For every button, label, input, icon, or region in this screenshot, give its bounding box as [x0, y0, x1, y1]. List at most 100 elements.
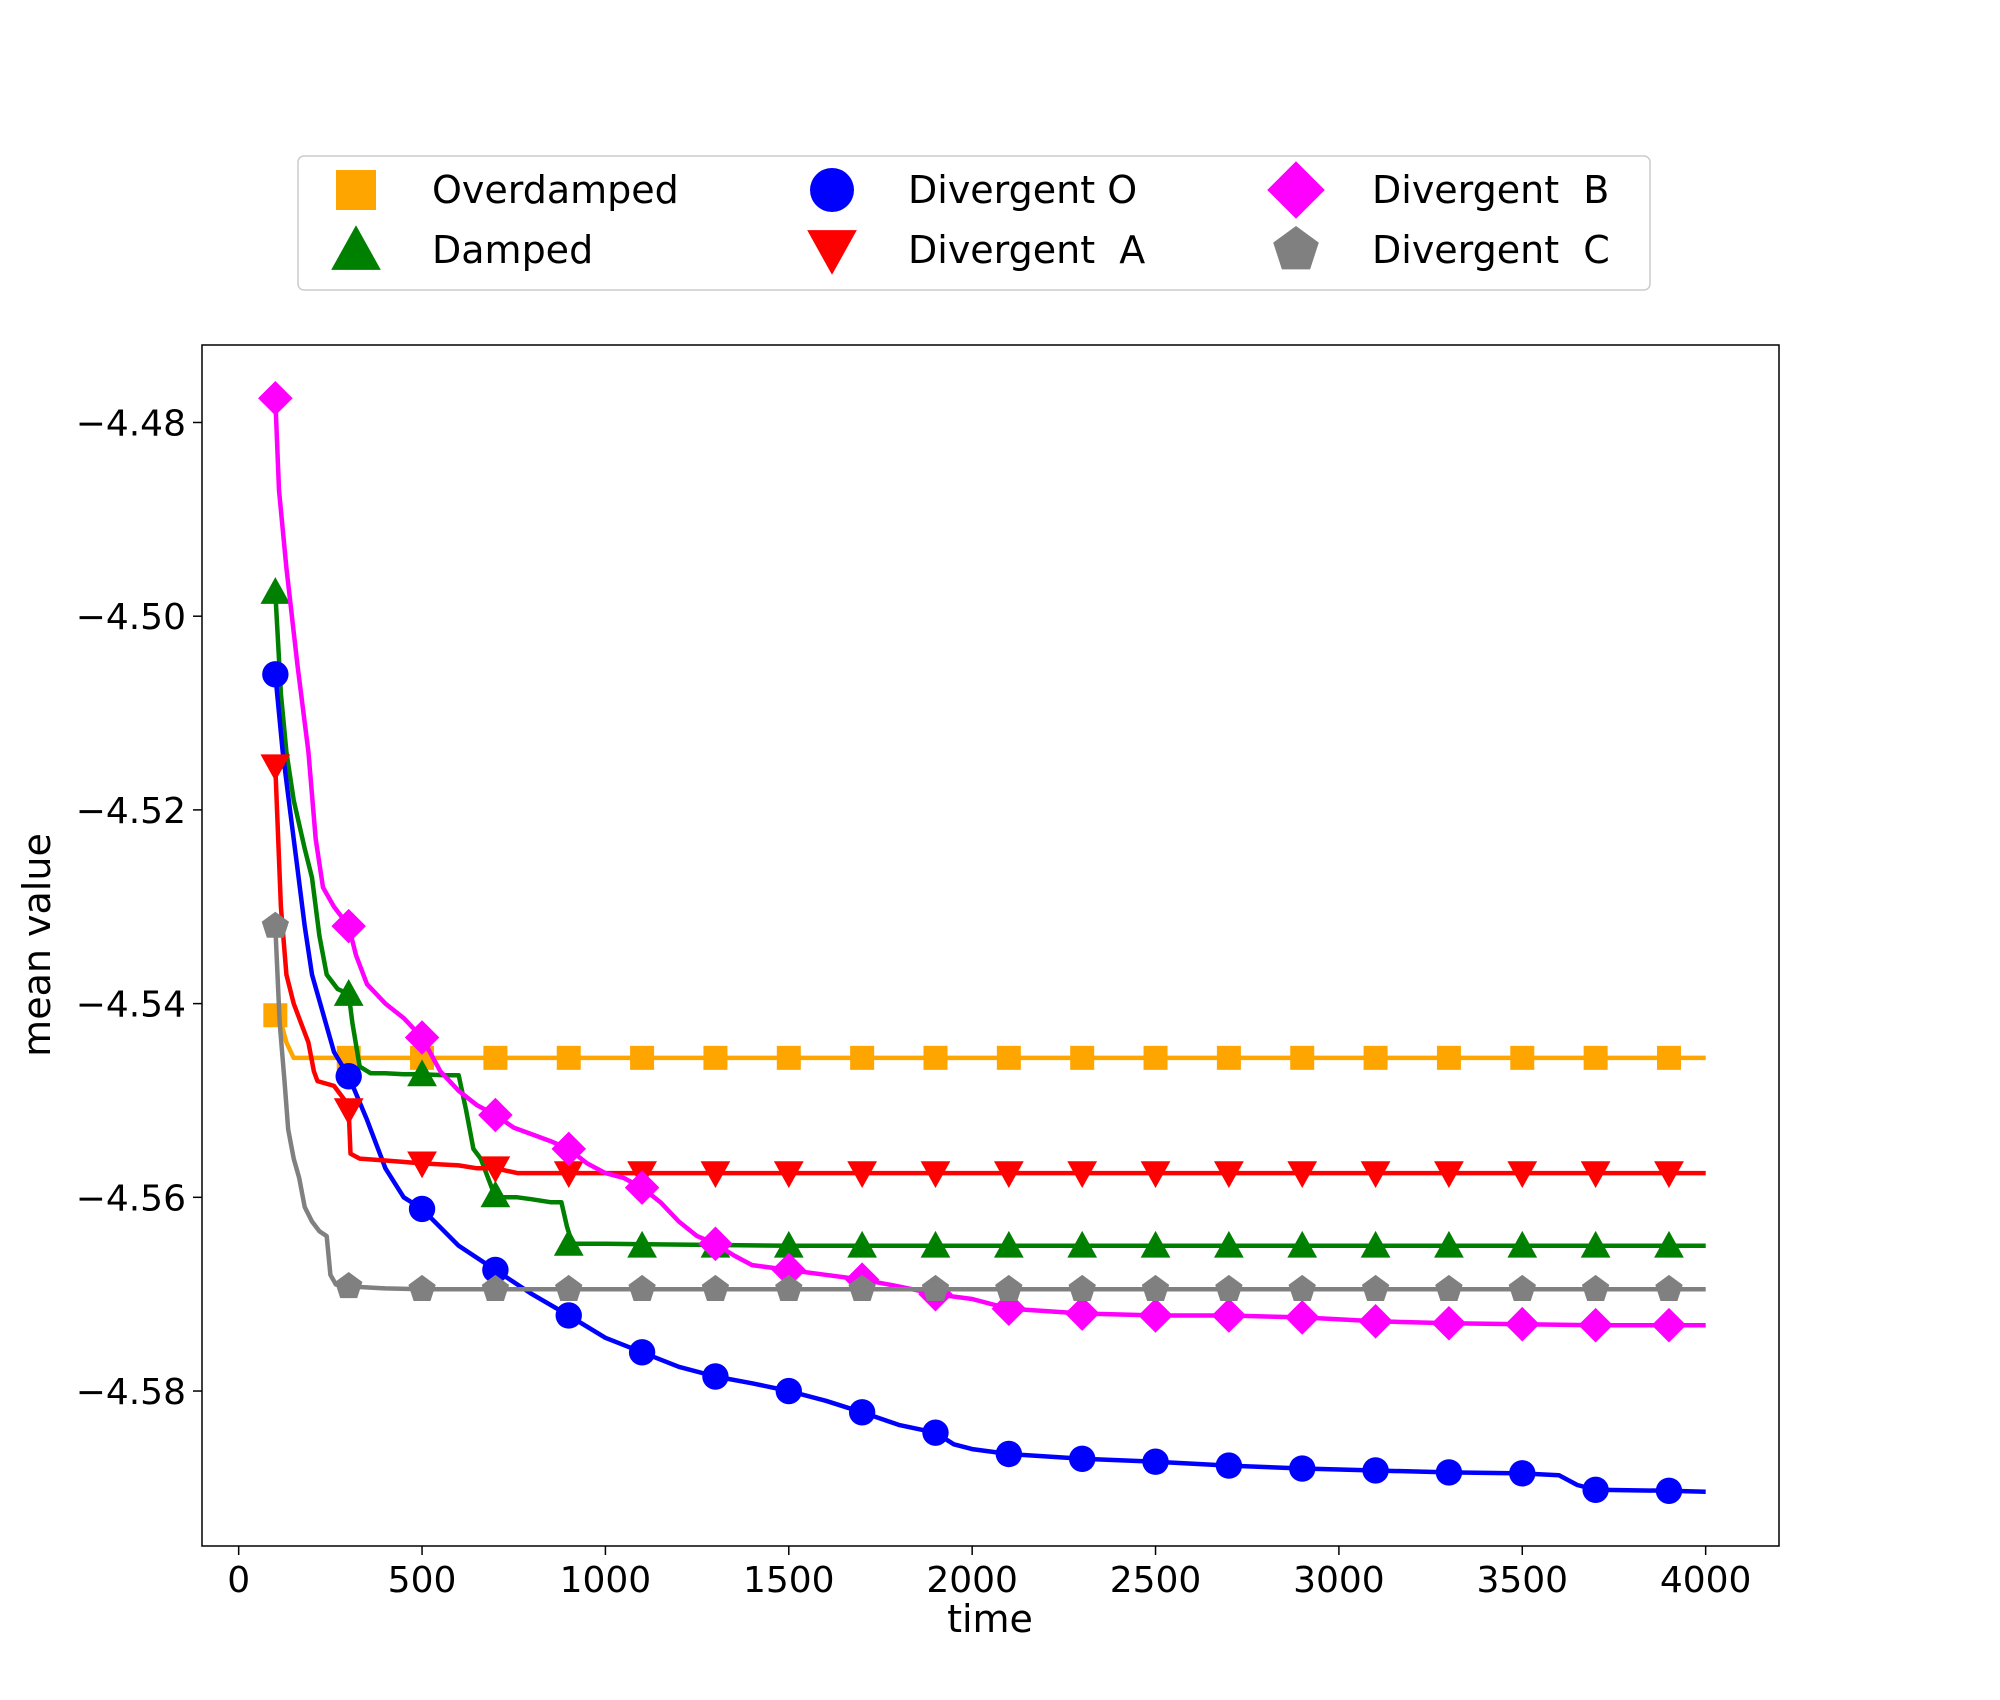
- data-point: [1504, 1306, 1540, 1342]
- data-point: [1363, 1045, 1388, 1070]
- data-point: [1360, 1161, 1391, 1188]
- data-point: [1064, 1296, 1100, 1331]
- data-point: [1211, 1298, 1247, 1333]
- legend-label: Damped: [432, 228, 593, 272]
- data-point: [333, 1098, 364, 1126]
- data-point: [698, 1226, 733, 1262]
- data-point: [993, 1230, 1024, 1258]
- data-point: [1651, 1307, 1687, 1343]
- data-point: [920, 1230, 951, 1258]
- legend-marker: [1267, 161, 1325, 219]
- data-point: [1436, 1045, 1461, 1070]
- data-point: [847, 1161, 878, 1188]
- legend-label: Overdamped: [432, 168, 679, 212]
- data-point: [771, 1252, 807, 1288]
- data-point: [923, 1045, 948, 1070]
- x-axis-label: time: [947, 1597, 1033, 1641]
- x-tick-label: 3000: [1293, 1560, 1385, 1601]
- data-point: [1362, 1457, 1389, 1484]
- data-point: [260, 577, 291, 604]
- data-point: [1140, 1230, 1171, 1258]
- data-point: [556, 1045, 581, 1070]
- data-point: [1431, 1305, 1467, 1341]
- data-point: [630, 1045, 655, 1070]
- data-point: [407, 1059, 437, 1087]
- plot-area: [201, 344, 1780, 1547]
- data-point: [1070, 1045, 1095, 1070]
- data-point: [1578, 1307, 1613, 1343]
- data-point: [1581, 1274, 1610, 1301]
- data-point: [1580, 1161, 1611, 1188]
- data-point: [478, 1097, 513, 1133]
- data-point: [482, 1256, 509, 1284]
- data-point: [1654, 1161, 1684, 1188]
- data-point: [773, 1230, 804, 1258]
- data-point: [628, 1274, 656, 1301]
- data-point: [1582, 1476, 1609, 1504]
- series-circle: [262, 661, 1706, 1504]
- data-point: [1580, 1230, 1611, 1258]
- data-point: [260, 754, 291, 782]
- legend-label: Divergent O: [908, 168, 1137, 212]
- data-point: [331, 908, 366, 944]
- legend: Overdamped Damped Divergent O Divergent A Di…: [297, 155, 1651, 291]
- x-tick-label: 3500: [1476, 1560, 1568, 1601]
- data-point: [1287, 1230, 1318, 1258]
- data-point: [1140, 1161, 1171, 1188]
- data-point: [850, 1045, 875, 1070]
- data-point: [551, 1131, 587, 1167]
- x-tick-label: 4000: [1660, 1560, 1752, 1601]
- legend-marker: [807, 230, 857, 275]
- data-point: [1654, 1230, 1684, 1258]
- y-tick-label: −4.50: [76, 597, 186, 638]
- data-point: [921, 1274, 950, 1301]
- data-point: [776, 1045, 801, 1070]
- legend-label: Divergent B: [1372, 168, 1609, 212]
- x-tick-label: 500: [388, 1560, 457, 1601]
- data-point: [1507, 1161, 1538, 1188]
- data-point: [1290, 1045, 1315, 1070]
- data-point: [1435, 1459, 1463, 1486]
- legend-marker: [336, 170, 376, 210]
- data-point: [995, 1274, 1023, 1301]
- legend-marker: [810, 168, 854, 212]
- data-point: [483, 1045, 508, 1070]
- data-point: [404, 1020, 440, 1055]
- legend-item: Overdamped: [336, 168, 679, 212]
- legend-label: Divergent A: [908, 228, 1145, 272]
- legend-item: Divergent B: [1267, 161, 1609, 219]
- data-point: [848, 1274, 876, 1301]
- series-diamond: [258, 380, 1706, 1343]
- series-line: [273, 766, 1706, 1176]
- data-point: [1434, 1161, 1464, 1188]
- data-point: [407, 1151, 437, 1179]
- data-point: [701, 1274, 730, 1301]
- data-point: [1142, 1448, 1169, 1475]
- data-point: [627, 1230, 657, 1258]
- data-point: [1434, 1230, 1464, 1258]
- legend-item: Divergent A: [807, 228, 1145, 275]
- legend-marker: [1273, 226, 1319, 270]
- y-tick-label: −4.56: [76, 1178, 186, 1219]
- series-line: [273, 591, 1706, 1249]
- data-point: [263, 1003, 288, 1028]
- data-point: [1068, 1274, 1096, 1301]
- legend-marker: [331, 225, 381, 270]
- data-point: [553, 1161, 584, 1188]
- data-point: [481, 1274, 510, 1301]
- y-tick-label: −4.54: [76, 985, 186, 1026]
- data-point: [553, 1228, 584, 1256]
- data-point: [1284, 1300, 1320, 1335]
- data-point: [1655, 1477, 1683, 1504]
- data-point: [1358, 1304, 1393, 1339]
- data-point: [1289, 1455, 1316, 1482]
- legend-item: Divergent C: [1273, 226, 1610, 272]
- data-point: [335, 1063, 362, 1090]
- data-point: [700, 1161, 731, 1188]
- data-point: [702, 1363, 729, 1390]
- legend-item: Damped: [331, 225, 593, 272]
- data-point: [408, 1274, 436, 1301]
- series-pentagon: [261, 911, 1706, 1301]
- data-point: [1361, 1274, 1390, 1301]
